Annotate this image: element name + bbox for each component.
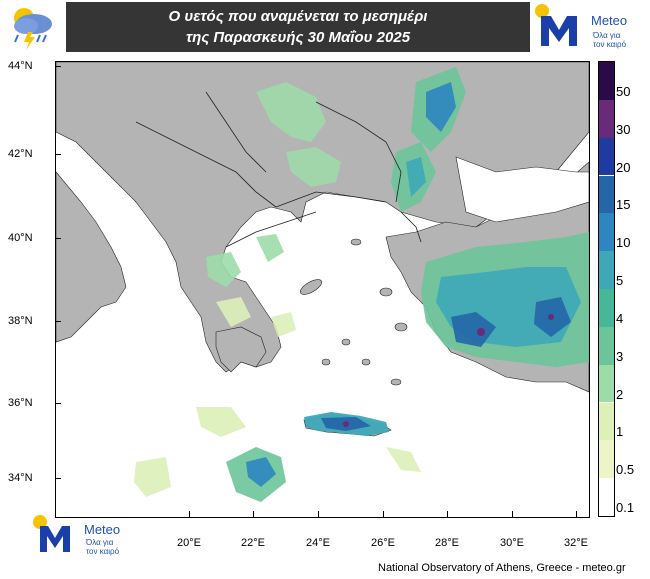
island-2	[350, 238, 362, 246]
lon-tick	[383, 511, 384, 517]
island-1	[300, 279, 322, 295]
colorbar-segment	[599, 251, 614, 289]
colorbar-segment	[599, 137, 614, 176]
balkans-land	[56, 62, 589, 373]
lat-label: 40°N	[8, 232, 33, 244]
precipitation-patches	[134, 67, 589, 502]
peloponnese-land	[215, 326, 267, 373]
meteo-logo-bottom: Meteo Όλα για τον καιρό	[32, 514, 144, 558]
lon-label: 24°E	[306, 537, 330, 549]
island-3	[379, 287, 393, 297]
lat-label: 38°N	[8, 315, 33, 327]
colorbar-segment	[599, 364, 614, 403]
colorbar-label: 10	[616, 235, 631, 251]
colorbar-label: 30	[616, 121, 631, 137]
lat-tick	[55, 478, 61, 479]
island-6	[361, 358, 371, 366]
lat-tick	[55, 321, 61, 322]
lat-tick	[55, 154, 61, 155]
colorbar-segment	[599, 402, 614, 441]
colorbar-segment	[599, 62, 614, 100]
lat-label: 34°N	[8, 472, 33, 484]
precipitation-map	[55, 61, 590, 518]
lon-label: 20°E	[177, 537, 201, 549]
colorbar-label: 20	[616, 159, 631, 175]
lon-tick	[576, 511, 577, 517]
lon-tick	[318, 511, 319, 517]
colorbar-segment	[599, 478, 614, 516]
logo-tagline-2: τον καιρό	[593, 40, 627, 49]
lat-tick	[55, 403, 61, 404]
colorbar-segment	[599, 175, 614, 214]
logo-tagline-2: τον καιρό	[86, 547, 120, 556]
lat-tick	[55, 238, 61, 239]
colorbar-label: 0.1	[616, 500, 635, 516]
credit-text: National Observatory of Athens, Greece -…	[378, 562, 626, 574]
map-canvas	[56, 62, 589, 502]
logo-name: Meteo	[591, 13, 628, 28]
island-5	[341, 338, 351, 346]
lat-tick	[55, 66, 61, 67]
island-7	[390, 378, 402, 386]
lat-label: 44°N	[8, 60, 33, 72]
lat-label: 42°N	[8, 148, 33, 160]
lon-tick	[189, 511, 190, 517]
colorbar-segment	[599, 326, 614, 365]
lon-label: 32°E	[564, 537, 588, 549]
lon-tick	[512, 511, 513, 517]
italy-land	[56, 171, 127, 343]
country-borders	[135, 91, 422, 248]
lon-tick	[447, 511, 448, 517]
title-line-2: της Παρασκευής 30 Μαΐου 2025	[185, 29, 411, 46]
weather-rain-thunder-icon	[2, 2, 60, 52]
meteo-logo-icon	[33, 515, 70, 552]
logo-tagline-1: Όλα για	[593, 31, 621, 40]
lon-label: 28°E	[435, 537, 459, 549]
colorbar-label: 0.5	[616, 462, 635, 478]
map-title: Ο υετός που αναμένεται το μεσημέρι της Π…	[66, 2, 530, 52]
logo-tagline-1: Όλα για	[86, 538, 114, 547]
colorbar-label: 3	[616, 348, 624, 364]
lon-tick	[253, 511, 254, 517]
precipitation-colorbar	[598, 61, 615, 517]
colorbar-segment	[599, 213, 614, 252]
lon-label: 26°E	[371, 537, 395, 549]
colorbar-label: 5	[616, 273, 624, 289]
colorbar-label: 50	[616, 83, 631, 99]
island-8	[321, 358, 331, 366]
colorbar-label: 1	[616, 424, 624, 440]
colorbar-segment	[599, 99, 614, 138]
lat-label: 36°N	[8, 397, 33, 409]
colorbar-segment	[599, 289, 614, 327]
lon-label: 30°E	[500, 537, 524, 549]
island-4	[394, 322, 408, 332]
colorbar-label: 4	[616, 310, 624, 326]
meteo-logo-icon	[533, 2, 645, 54]
black-sea-coast	[455, 156, 589, 223]
colorbar-label: 15	[616, 197, 631, 213]
logo-name: Meteo	[84, 522, 121, 537]
colorbar-label: 2	[616, 386, 624, 402]
colorbar-segment	[599, 440, 614, 479]
meteo-logo-top: Meteo Όλα για τον καιρό	[533, 2, 645, 54]
title-line-1: Ο υετός που αναμένεται το μεσημέρι	[168, 8, 428, 25]
lon-label: 22°E	[241, 537, 265, 549]
